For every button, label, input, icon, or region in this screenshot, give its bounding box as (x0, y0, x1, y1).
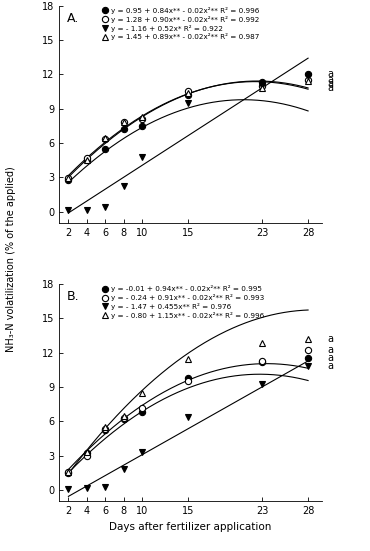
Text: a: a (327, 83, 333, 93)
Text: a: a (327, 345, 333, 355)
Legend: y = 0.95 + 0.84x** - 0.02x²** R² = 0.996, y = 1.28 + 0.90x** - 0.02x²** R² = 0.9: y = 0.95 + 0.84x** - 0.02x²** R² = 0.996… (102, 7, 259, 40)
Text: B.: B. (67, 290, 80, 304)
X-axis label: Days after fertilizer application: Days after fertilizer application (110, 522, 272, 532)
Text: a: a (327, 75, 333, 85)
Text: A.: A. (67, 12, 79, 25)
Text: a: a (327, 353, 333, 363)
Text: a: a (327, 69, 333, 79)
Legend: y = -0.01 + 0.94x** - 0.02x²** R² = 0.995, y = - 0.24 + 0.91x** - 0.02x²** R² = : y = -0.01 + 0.94x** - 0.02x²** R² = 0.99… (102, 285, 264, 319)
Text: a: a (327, 334, 333, 344)
Text: NH₃-N volatilization (% of the applied): NH₃-N volatilization (% of the applied) (6, 166, 16, 352)
Text: a: a (327, 79, 333, 89)
Text: a: a (327, 361, 333, 371)
